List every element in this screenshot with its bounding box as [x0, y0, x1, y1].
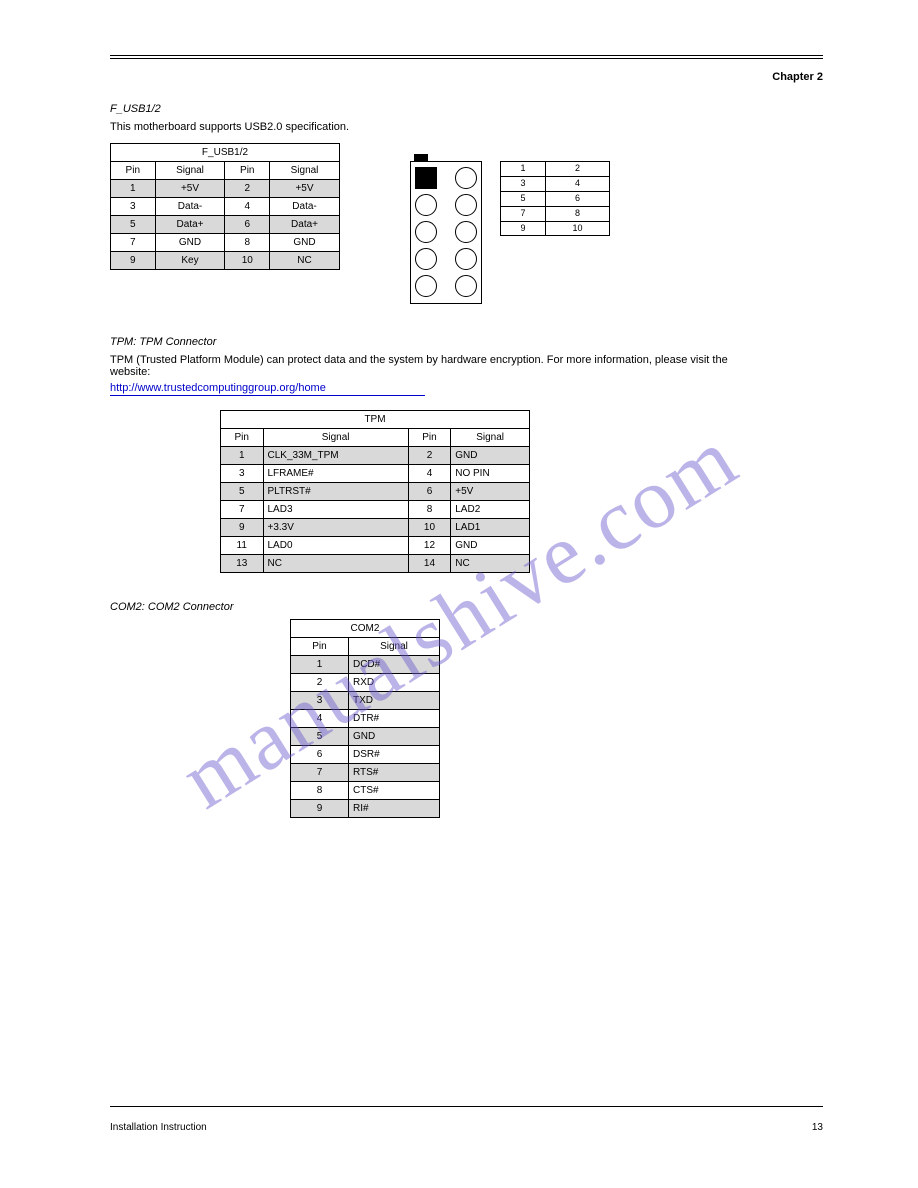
table-tpm: TPM Pin Signal Pin Signal 1CLK_33M_TPM2G…: [220, 410, 530, 573]
section-tpm-label: TPM: TPM Connector: [110, 336, 823, 348]
usb-connector-diagram: [410, 161, 482, 304]
section-usb-desc: This motherboard supports USB2.0 specifi…: [110, 121, 823, 133]
chapter-heading: Chapter 2: [110, 71, 823, 83]
link-underline: [110, 395, 425, 396]
table-usb-title: F_USB1/2: [111, 144, 340, 162]
section-tpm-desc: TPM (Trusted Platform Module) can protec…: [110, 354, 730, 378]
rule-bottom: [110, 1106, 823, 1107]
tpm-link[interactable]: http://www.trustedcomputinggroup.org/hom…: [110, 382, 326, 394]
rule-double-top: [110, 55, 823, 59]
usb-pin-map: 12345678910: [500, 161, 610, 236]
table-com2: COM2 Pin Signal 1DCD#2RXD3TXD4DTR#5GND6D…: [290, 619, 440, 818]
table-com2-title: COM2: [291, 620, 440, 638]
section-com2-label: COM2: COM2 Connector: [110, 601, 823, 613]
footer-right: 13: [812, 1122, 823, 1133]
section-usb-label: F_USB1/2: [110, 103, 823, 115]
footer-left: Installation Instruction: [110, 1122, 207, 1133]
table-tpm-title: TPM: [221, 411, 530, 429]
table-usb: F_USB1/2 Pin Signal Pin Signal 1+5V2+5V3…: [110, 143, 340, 270]
page: Chapter 2 F_USB1/2 This motherboard supp…: [0, 0, 918, 1188]
